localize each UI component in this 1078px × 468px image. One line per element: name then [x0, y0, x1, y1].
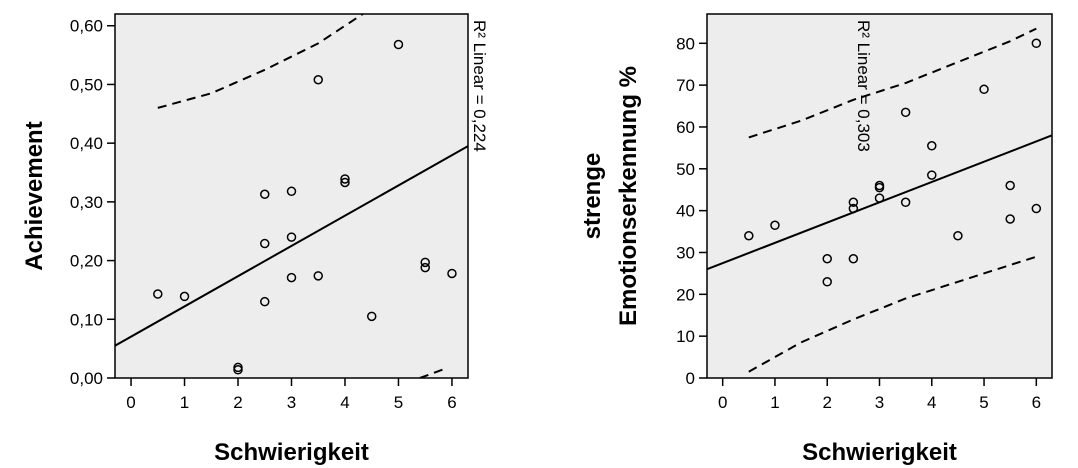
data-point — [953, 230, 963, 241]
x-tick-label: 5 — [979, 393, 988, 412]
chart-1: 0 1 2 3 4 5 6 0,00 0,10 0,20 0,30 0,40 0,50 0,60 Schwi… — [21, 13, 489, 466]
y-tick-label: 40 — [676, 202, 695, 221]
data-point — [260, 296, 270, 307]
data-point — [1031, 38, 1042, 49]
x-tick-label: 6 — [1032, 393, 1041, 412]
data-point — [233, 365, 243, 375]
y-tick-label: 0,30 — [70, 193, 103, 212]
y-tick-label: 60 — [676, 118, 695, 137]
data-point — [260, 238, 270, 249]
data-point — [153, 289, 163, 299]
data-point — [874, 182, 885, 193]
data-point — [1005, 180, 1015, 191]
data-point — [900, 107, 911, 118]
r2-label: R² Linear = 0,303 — [854, 20, 873, 152]
x-tick-label: 6 — [447, 393, 456, 412]
data-point — [313, 75, 323, 85]
r2-label: R² Linear = 0,224 — [470, 20, 489, 152]
ci-upper-line — [748, 27, 1037, 139]
y-tick-label: 80 — [676, 34, 695, 53]
data-point — [393, 39, 404, 50]
y-tick-label: 0,20 — [70, 252, 103, 271]
x-tick-label: 0 — [718, 393, 727, 412]
data-point — [822, 254, 832, 264]
data-point — [340, 174, 350, 184]
data-point — [1031, 203, 1042, 214]
ci-lower-line — [419, 368, 445, 378]
data-point — [927, 170, 937, 180]
data-point — [744, 230, 754, 241]
x-tick-label: 0 — [126, 393, 135, 412]
data-point — [366, 311, 377, 322]
ci-lower-line — [748, 255, 1037, 373]
regression-line — [115, 145, 468, 347]
data-point — [179, 291, 190, 302]
x-tick-label: 2 — [822, 393, 831, 412]
data-point — [420, 262, 430, 273]
data-point — [848, 197, 859, 208]
data-point — [420, 257, 430, 268]
y-tick-label: 0,00 — [70, 369, 103, 388]
x-axis-title: Schwierigkeit — [802, 439, 957, 466]
x-axis-title: Schwierigkeit — [214, 439, 369, 466]
y-tick-label: 0,60 — [70, 17, 103, 36]
data-point — [260, 189, 270, 199]
data-point — [900, 197, 911, 208]
data-point — [979, 84, 989, 95]
x-tick-label: 2 — [233, 393, 242, 412]
y-tick-label: 0,50 — [70, 75, 103, 94]
x-tick-label: 1 — [770, 393, 779, 412]
data-point — [874, 193, 885, 203]
y-tick-label: 50 — [676, 160, 695, 179]
x-tick-label: 3 — [875, 393, 884, 412]
data-point — [770, 220, 780, 231]
data-point — [927, 141, 937, 151]
ci-upper-line — [157, 14, 365, 109]
data-point — [1005, 214, 1015, 224]
data-point — [313, 271, 323, 281]
plot-area — [706, 13, 1053, 379]
y-axis-title: Achievement — [21, 121, 48, 270]
data-point — [822, 277, 832, 287]
data-point — [447, 268, 457, 279]
data-point — [340, 177, 350, 188]
data-point — [286, 232, 297, 242]
y-tick-label: 0 — [686, 369, 695, 388]
y-tick-label: 20 — [676, 285, 695, 304]
y-axis-title: strenge Emotionserkennung % — [579, 66, 642, 326]
data-point — [848, 203, 859, 214]
data-point — [848, 254, 859, 264]
chart-2: 0 1 2 3 4 5 601020304050607080Schwierigkeitstr… — [579, 13, 1053, 466]
y-tick-label: 0,10 — [70, 310, 103, 329]
y-tick-label: 0,40 — [70, 134, 103, 153]
x-tick-label: 3 — [287, 393, 296, 412]
y-tick-label: 10 — [676, 327, 695, 346]
y-tick-label: 30 — [676, 243, 695, 262]
x-tick-label: 1 — [180, 393, 189, 412]
y-tick-label: 70 — [676, 76, 695, 95]
data-point — [286, 272, 297, 283]
x-tick-label: 4 — [340, 393, 349, 412]
data-point — [286, 186, 297, 197]
x-tick-label: 5 — [394, 393, 403, 412]
x-tick-label: 4 — [927, 393, 936, 412]
